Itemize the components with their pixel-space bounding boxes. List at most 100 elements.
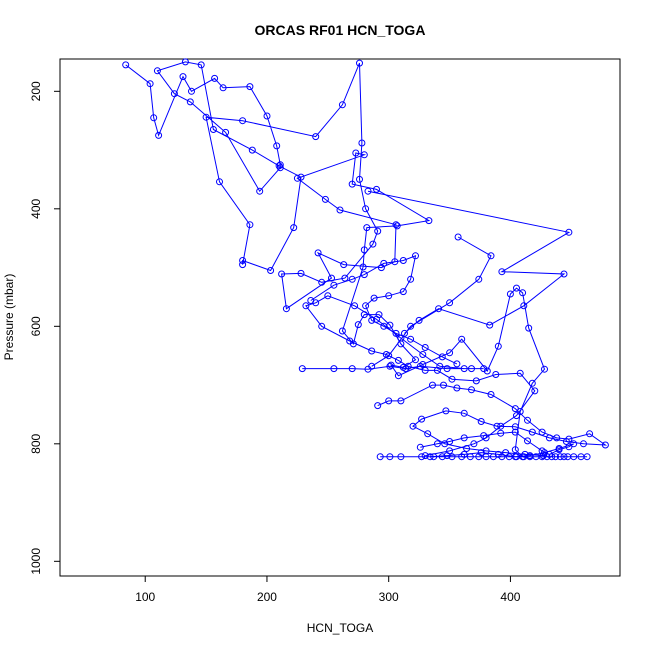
data-point <box>181 58 189 66</box>
data-point <box>419 351 427 358</box>
data-point <box>155 131 163 139</box>
data-point <box>429 381 436 389</box>
data-point <box>453 360 461 368</box>
data-point <box>364 187 372 195</box>
data-point <box>421 344 429 351</box>
data-point <box>516 369 524 377</box>
data-point <box>348 365 356 373</box>
data-point <box>318 322 326 330</box>
data-point <box>425 217 433 225</box>
data-point <box>421 452 429 460</box>
data-point <box>468 386 475 394</box>
chart-title: ORCAS RF01 HCN_TOGA <box>255 22 426 38</box>
data-point <box>374 402 382 410</box>
data-point <box>356 59 363 67</box>
data-point <box>438 353 446 361</box>
data-point <box>386 453 394 461</box>
data-point <box>511 405 519 413</box>
data-point <box>369 240 377 248</box>
data-point <box>541 365 548 373</box>
data-point <box>482 453 490 461</box>
data-point <box>341 274 349 282</box>
data-point <box>276 164 284 172</box>
data-point <box>487 252 495 260</box>
data-point <box>219 84 227 92</box>
data-point <box>470 440 478 448</box>
data-point <box>404 362 412 370</box>
x-tick-label: 200 <box>257 590 277 604</box>
data-point <box>179 73 187 81</box>
data-point <box>358 139 366 147</box>
data-point <box>407 335 415 343</box>
data-point <box>336 206 344 214</box>
series-line <box>125 61 546 458</box>
data-point <box>170 90 178 98</box>
data-point <box>290 224 298 232</box>
data-point <box>307 297 315 304</box>
data-point <box>328 274 335 282</box>
data-point <box>468 365 475 373</box>
data-point <box>524 437 531 445</box>
data-point <box>186 98 194 106</box>
data-point <box>586 430 594 438</box>
data-point <box>480 432 488 440</box>
data-point <box>415 316 423 324</box>
data-point <box>394 372 402 380</box>
data-point <box>424 430 432 438</box>
y-tick-label: 1000 <box>29 548 43 575</box>
data-point <box>297 173 305 181</box>
data-point <box>197 61 205 69</box>
data-point <box>276 161 284 169</box>
data-point <box>293 174 301 182</box>
data-point <box>380 322 388 330</box>
data-point <box>498 453 506 461</box>
data-point <box>545 434 553 442</box>
data-point <box>211 74 219 82</box>
data-point <box>525 324 533 332</box>
data-point <box>397 453 405 461</box>
data-point <box>397 397 405 405</box>
data-point <box>448 453 456 461</box>
data-point <box>556 453 564 461</box>
data-point <box>407 275 415 283</box>
data-point <box>511 428 519 436</box>
data-point <box>418 415 426 423</box>
data-point <box>545 450 553 458</box>
data-point <box>480 365 488 373</box>
data-point <box>472 377 480 385</box>
data-point <box>348 275 356 283</box>
data-point <box>360 246 368 254</box>
data-point <box>531 387 539 395</box>
data-point <box>421 366 429 374</box>
data-point <box>520 302 528 310</box>
data-point <box>385 292 393 300</box>
series-7 <box>364 187 573 337</box>
data-point <box>443 365 451 373</box>
data-point <box>446 349 454 357</box>
y-tick-label: 400 <box>29 198 43 218</box>
data-point <box>528 428 536 436</box>
data-point <box>524 416 531 424</box>
x-tick-label: 400 <box>500 590 520 604</box>
data-point <box>374 227 382 235</box>
data-point <box>298 365 306 373</box>
data-point <box>401 329 408 337</box>
data-point <box>354 321 362 329</box>
data-point <box>477 418 485 425</box>
data-point <box>385 352 393 360</box>
data-point <box>555 445 563 452</box>
data-point <box>338 101 346 109</box>
data-point <box>519 289 527 297</box>
y-tick-label: 600 <box>29 316 43 336</box>
series-line <box>420 431 574 458</box>
data-point <box>324 292 332 300</box>
x-axis-label: HCN_TOGA <box>307 621 373 635</box>
data-point <box>122 61 130 69</box>
data-point <box>483 367 491 375</box>
data-point <box>511 446 519 454</box>
data-point <box>356 175 363 183</box>
data-point <box>222 128 230 136</box>
data-point <box>216 178 223 186</box>
